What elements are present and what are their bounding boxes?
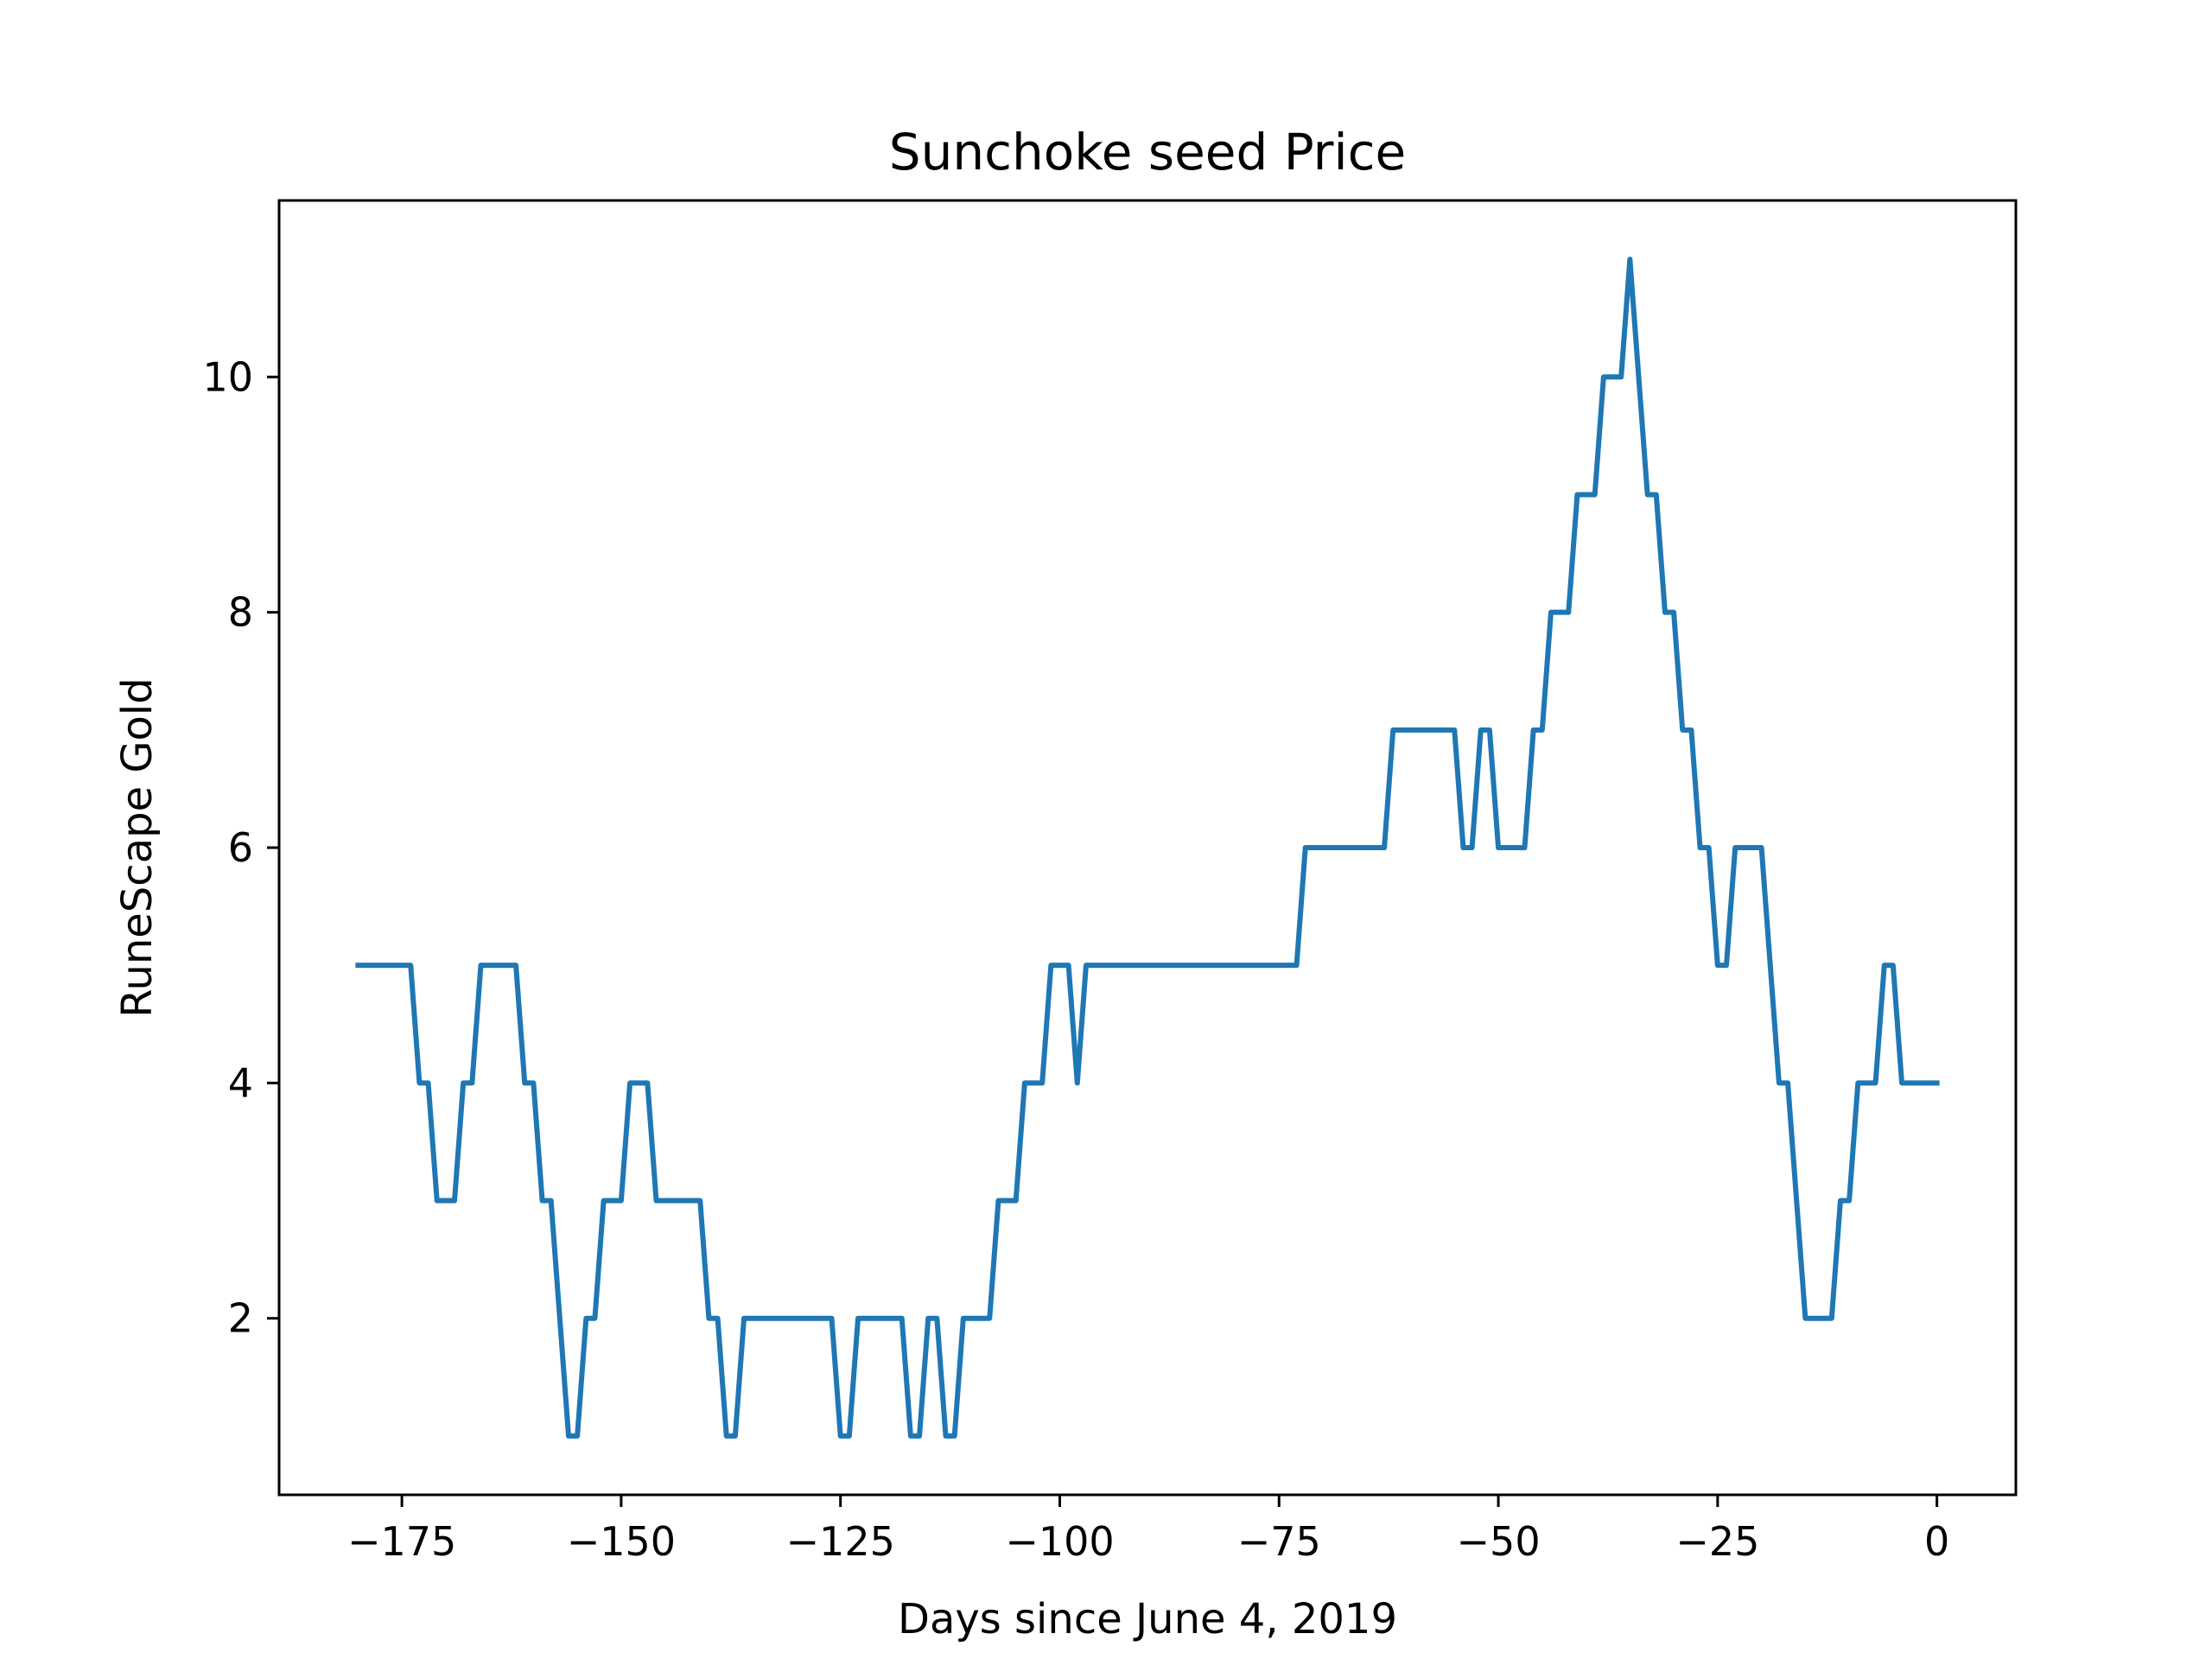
x-tick-label: −75 bbox=[1237, 1518, 1321, 1565]
x-tick-label: −175 bbox=[347, 1518, 456, 1565]
x-tick-label: −50 bbox=[1457, 1518, 1541, 1565]
y-tick-label: 10 bbox=[202, 353, 253, 400]
x-tick-label: −25 bbox=[1675, 1518, 1759, 1565]
x-tick-label: 0 bbox=[1924, 1518, 1949, 1565]
x-axis-ticks: −175 −150 −125 −100 −75 −50 −25 0 bbox=[347, 1495, 1949, 1565]
y-axis-label: RuneScape Gold bbox=[113, 677, 162, 1017]
y-tick-label: 4 bbox=[228, 1059, 253, 1106]
y-tick-label: 8 bbox=[228, 589, 253, 636]
y-tick-label: 2 bbox=[228, 1295, 253, 1342]
series-layer bbox=[355, 257, 1940, 1439]
x-axis-label: Days since June 4, 2019 bbox=[898, 1595, 1397, 1643]
series-line-0 bbox=[355, 257, 1940, 1439]
y-tick-label: 6 bbox=[228, 824, 253, 871]
x-tick-label: −150 bbox=[567, 1518, 676, 1565]
chart-title: Sunchoke seed Price bbox=[889, 123, 1406, 181]
x-tick-label: −100 bbox=[1005, 1518, 1114, 1565]
x-tick-label: −125 bbox=[786, 1518, 895, 1565]
y-axis-ticks: 2 4 6 8 10 bbox=[202, 353, 279, 1342]
